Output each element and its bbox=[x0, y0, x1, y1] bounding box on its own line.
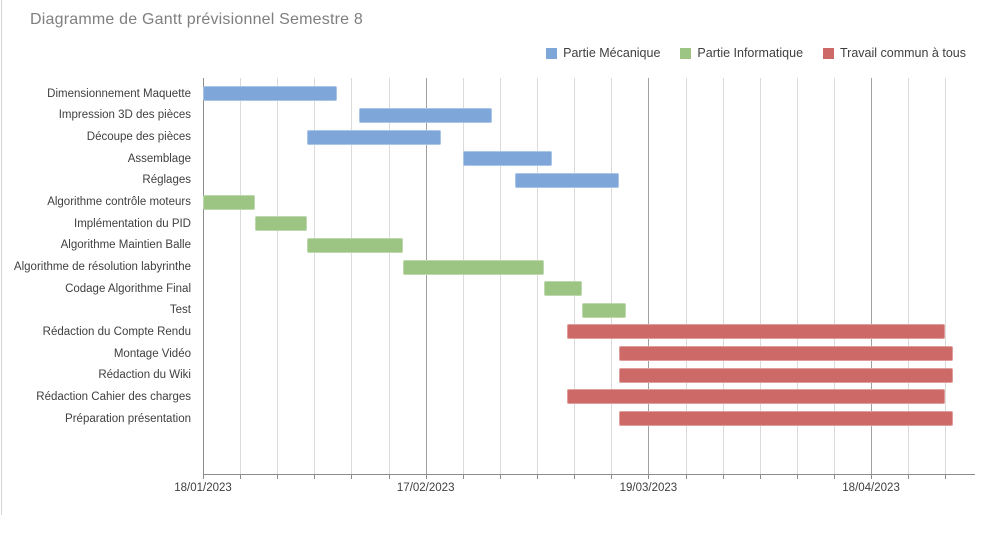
gridline bbox=[871, 78, 873, 474]
gantt-bar[interactable] bbox=[566, 324, 946, 340]
axis-tick bbox=[648, 474, 650, 479]
gridline bbox=[759, 78, 761, 474]
axis-tick bbox=[240, 474, 242, 479]
axis-tick bbox=[277, 474, 279, 479]
task-label: Montage Vidéo bbox=[113, 347, 191, 360]
gantt-bar[interactable] bbox=[203, 86, 337, 102]
legend-item-mecanique[interactable]: Partie Mécanique bbox=[546, 46, 660, 60]
axis-tick bbox=[796, 474, 798, 479]
axis-tick bbox=[833, 474, 835, 479]
task-label: Algorithme Maintien Balle bbox=[60, 239, 191, 252]
task-label: Rédaction du Compte Rendu bbox=[42, 325, 191, 338]
legend-item-commun[interactable]: Travail commun à tous bbox=[823, 46, 966, 60]
gantt-bar[interactable] bbox=[254, 216, 307, 232]
task-label: Rédaction Cahier des charges bbox=[36, 390, 191, 403]
gridline bbox=[240, 78, 242, 474]
axis-tick bbox=[203, 474, 204, 479]
task-label-column: Dimensionnement Maquette Impression 3D de… bbox=[0, 78, 197, 474]
axis-tick bbox=[425, 474, 427, 479]
gridline bbox=[499, 78, 501, 474]
gridline bbox=[574, 78, 576, 474]
gridline bbox=[314, 78, 316, 474]
legend-swatch-commun bbox=[823, 47, 835, 59]
gridline bbox=[945, 78, 947, 474]
container-left-border bbox=[1, 0, 2, 515]
task-label: Préparation présentation bbox=[65, 412, 191, 425]
gantt-bar[interactable] bbox=[618, 346, 953, 362]
axis-tick bbox=[685, 474, 687, 479]
gantt-bar[interactable] bbox=[203, 194, 255, 210]
gridline bbox=[537, 78, 539, 474]
gridline bbox=[833, 78, 835, 474]
task-label: Algorithme de résolution labyrinthe bbox=[13, 261, 191, 273]
chart-legend: Partie Mécanique Partie Informatique Tra… bbox=[546, 46, 966, 60]
plot-area: 18/01/2023 17/02/2023 19/03/2023 18/04/2023 bbox=[174, 78, 975, 494]
legend-label-commun: Travail commun à tous bbox=[840, 46, 966, 60]
task-label: Découpe des pièces bbox=[86, 131, 191, 144]
task-label: Codage Algorithme Final bbox=[65, 282, 191, 295]
gantt-bar[interactable] bbox=[581, 302, 627, 318]
axis-date-label: 18/04/2023 bbox=[842, 482, 900, 494]
legend-label-informatique: Partie Informatique bbox=[697, 46, 804, 60]
gantt-bar[interactable] bbox=[618, 411, 953, 427]
axis-tick bbox=[611, 474, 613, 479]
axis-tick bbox=[722, 474, 724, 479]
axis-date-label: 17/02/2023 bbox=[396, 482, 455, 494]
gridline bbox=[722, 78, 724, 474]
axis-tick bbox=[314, 474, 316, 479]
axis-date-label: 19/03/2023 bbox=[619, 482, 678, 494]
axis-tick bbox=[388, 474, 390, 479]
gantt-bar[interactable] bbox=[566, 389, 946, 405]
gantt-bar[interactable] bbox=[358, 107, 493, 123]
gridline bbox=[685, 78, 687, 474]
chart-title: Diagramme de Gantt prévisionnel Semestre… bbox=[30, 11, 363, 28]
axis-tick bbox=[499, 474, 501, 479]
gridline bbox=[796, 78, 798, 474]
task-label: Réglages bbox=[142, 174, 191, 187]
axis-tick bbox=[574, 474, 576, 479]
gridline bbox=[462, 78, 464, 474]
task-label: Dimensionnement Maquette bbox=[47, 87, 191, 100]
gridline bbox=[351, 78, 353, 474]
gantt-bar[interactable] bbox=[403, 259, 545, 275]
x-axis-line bbox=[203, 474, 975, 475]
gridline bbox=[648, 78, 650, 474]
axis-tick bbox=[945, 474, 947, 479]
axis-tick bbox=[351, 474, 353, 479]
gantt-bar[interactable] bbox=[618, 367, 953, 383]
axis-date-label: 18/01/2023 bbox=[174, 482, 232, 494]
gridline bbox=[908, 78, 910, 474]
axis-tick bbox=[908, 474, 910, 479]
gridline bbox=[425, 78, 427, 474]
task-label: Rédaction du Wiki bbox=[98, 369, 191, 382]
task-label: Impression 3D des pièces bbox=[58, 109, 191, 122]
gantt-bar[interactable] bbox=[462, 151, 552, 167]
y-axis-line bbox=[203, 78, 204, 474]
task-label: Implémentation du PID bbox=[74, 217, 191, 230]
task-label: Algorithme contrôle moteurs bbox=[47, 196, 191, 209]
axis-tick bbox=[462, 474, 464, 479]
gantt-bar[interactable] bbox=[514, 172, 619, 188]
legend-swatch-mecanique bbox=[546, 47, 558, 59]
gridline bbox=[388, 78, 390, 474]
gantt-bar[interactable] bbox=[544, 281, 582, 297]
task-label: Test bbox=[169, 304, 191, 317]
task-label: Assemblage bbox=[127, 152, 191, 165]
gantt-bar[interactable] bbox=[306, 129, 441, 145]
legend-item-informatique[interactable]: Partie Informatique bbox=[680, 46, 803, 60]
legend-swatch-informatique bbox=[680, 47, 692, 59]
gridline bbox=[277, 78, 279, 474]
legend-label-mecanique: Partie Mécanique bbox=[563, 46, 661, 60]
axis-tick bbox=[537, 474, 539, 479]
axis-tick bbox=[871, 474, 873, 479]
gantt-bar[interactable] bbox=[306, 237, 404, 253]
gridline bbox=[611, 78, 613, 474]
axis-tick bbox=[759, 474, 761, 479]
